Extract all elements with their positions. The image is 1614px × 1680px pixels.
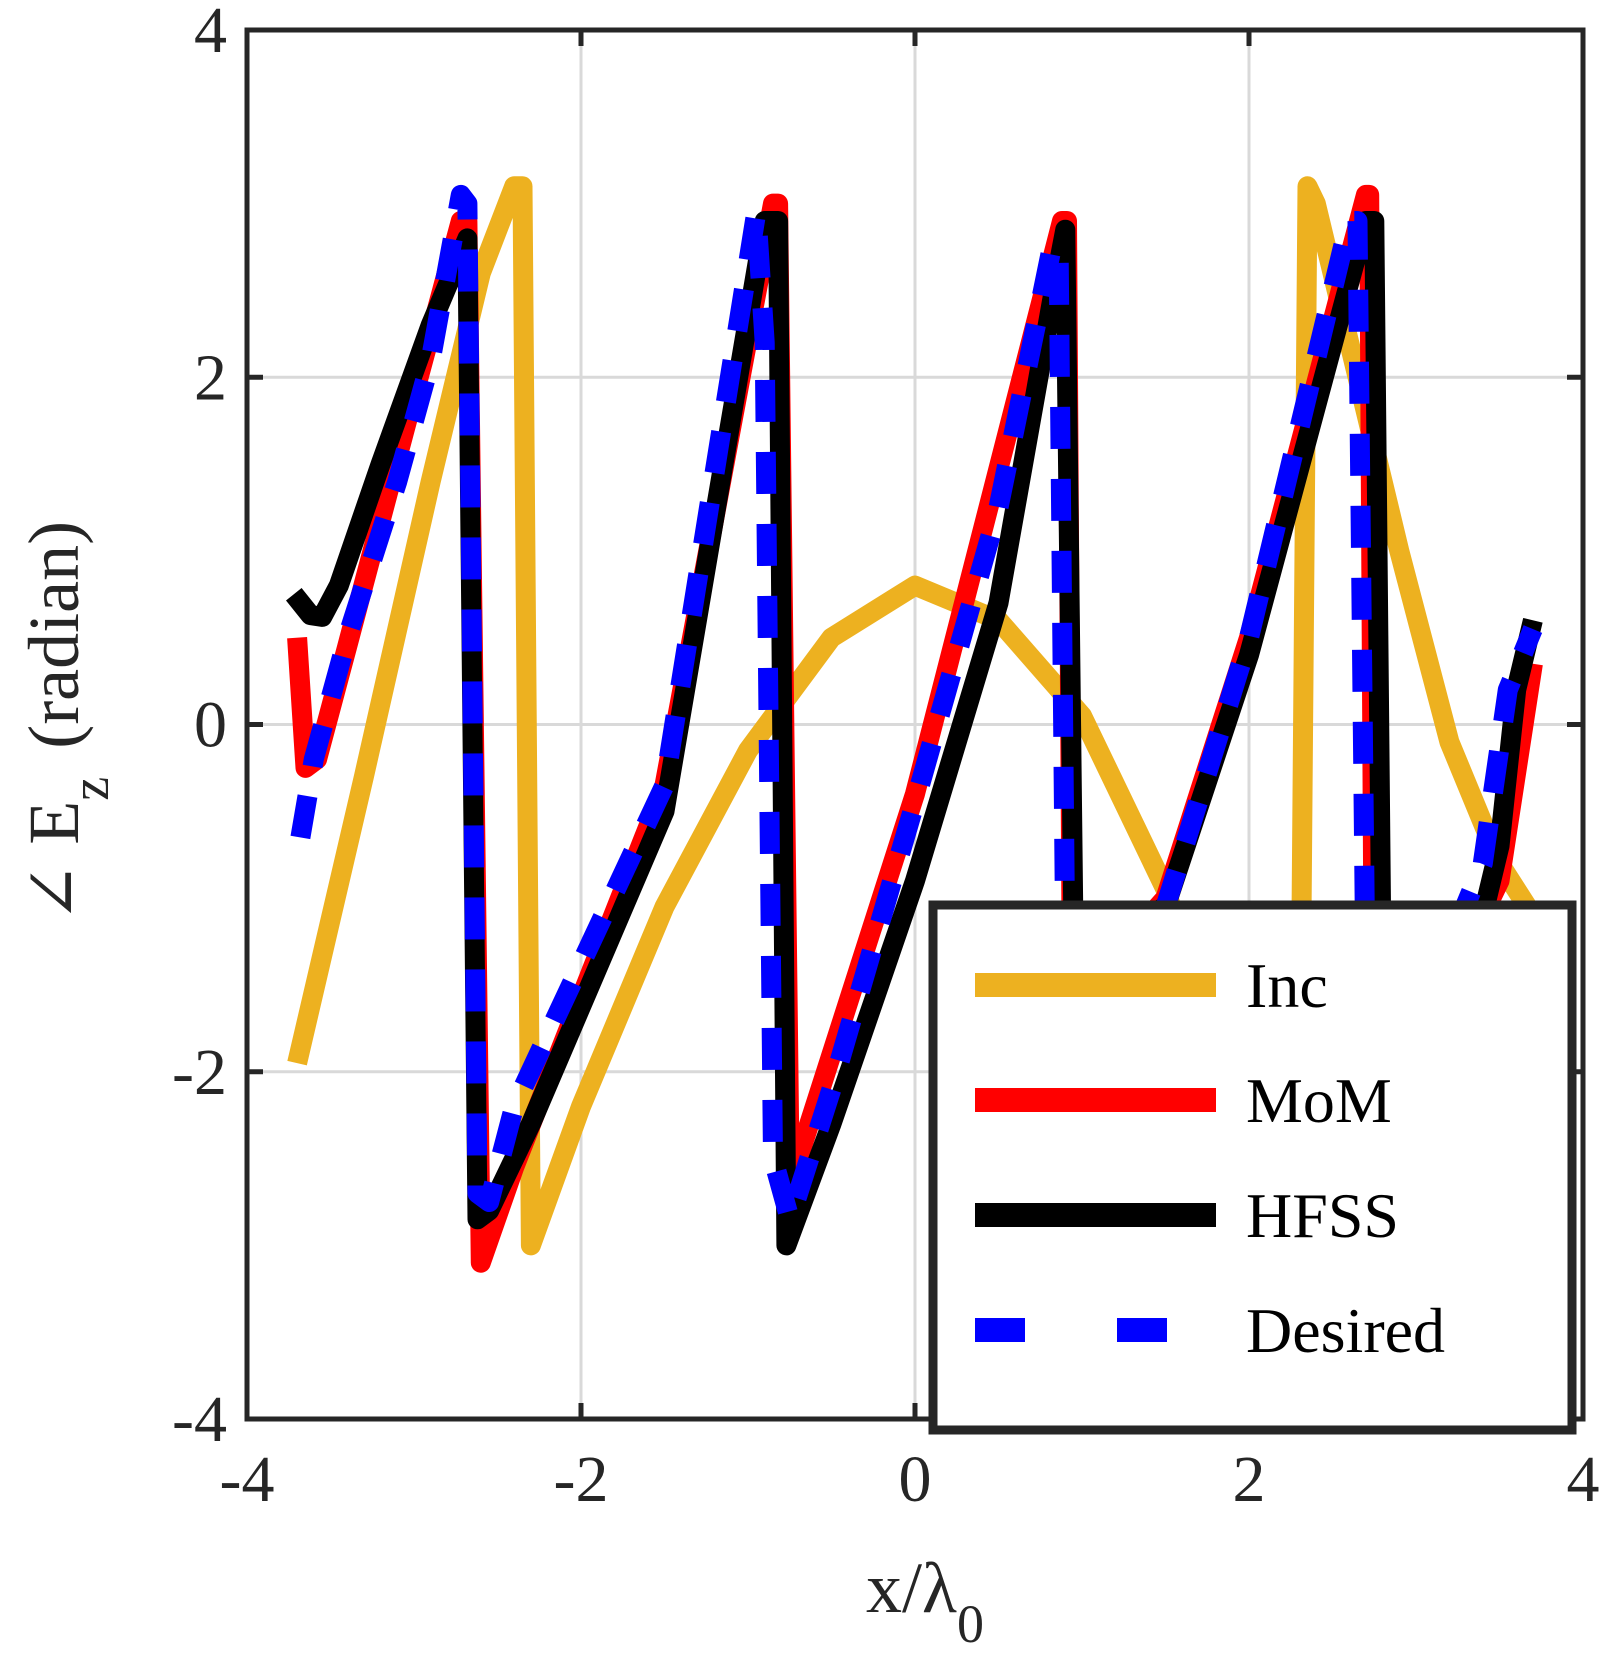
y-axis-label-prefix: ∠ E <box>14 801 94 923</box>
y-axis-label-suffix: (radian) <box>14 521 94 749</box>
legend: Inc MoM HFSS Desired <box>928 900 1577 1435</box>
y-axis-label: ∠ Ez (radian) <box>14 521 120 923</box>
legend-label-desired: Desired <box>1246 1295 1445 1366</box>
x-tick-label: 0 <box>899 1443 932 1516</box>
x-axis-label: x/λ0 <box>866 1548 984 1654</box>
y-tick-label: 4 <box>194 0 227 67</box>
x-axis-label-main: x/λ <box>866 1548 957 1628</box>
y-tick-label: 2 <box>194 341 227 414</box>
x-tick-label: 4 <box>1567 1443 1600 1516</box>
legend-label-inc: Inc <box>1246 950 1328 1021</box>
y-tick-label: -4 <box>172 1383 227 1456</box>
y-tick-label: -2 <box>172 1036 227 1109</box>
x-tick-label: -4 <box>220 1443 275 1516</box>
x-axis-label-sub: 0 <box>957 1594 984 1654</box>
legend-label-hfss: HFSS <box>1246 1180 1399 1251</box>
y-tick-label: 0 <box>194 689 227 762</box>
y-axis-label-sub: z <box>60 777 120 801</box>
legend-label-mom: MoM <box>1246 1065 1392 1136</box>
x-tick-label: 2 <box>1233 1443 1266 1516</box>
x-tick-label: -2 <box>554 1443 609 1516</box>
